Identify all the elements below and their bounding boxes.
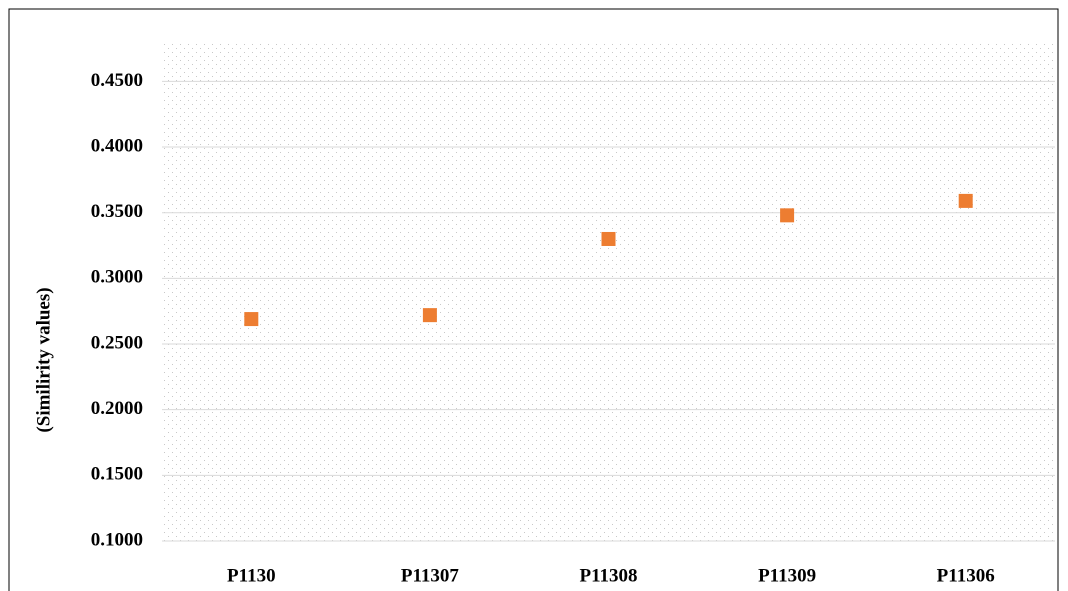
plot-area [162,42,1055,541]
x-tick-label: P11306 [937,565,995,586]
marker [601,231,616,246]
y-tick-label: 0.2000 [91,398,143,419]
marker [244,312,259,327]
y-tick-label: 0.4500 [91,70,143,91]
chart-frame [8,8,1059,591]
marker [780,208,795,223]
marker [422,308,437,323]
x-tick-label: P1130 [227,565,276,586]
y-tick-label: 0.4000 [91,135,143,156]
marker [958,193,973,208]
x-tick-label: P11309 [758,565,816,586]
y-axis-label: (Similirity values) [33,287,54,432]
y-tick-label: 0.2500 [91,332,143,353]
y-tick-label: 0.3000 [91,267,143,288]
y-tick-label: 0.1000 [91,529,143,550]
x-tick-label: P11308 [579,565,637,586]
y-tick-label: 0.3500 [91,201,143,222]
x-tick-label: P11307 [401,565,460,586]
y-tick-label: 0.1500 [91,464,143,485]
